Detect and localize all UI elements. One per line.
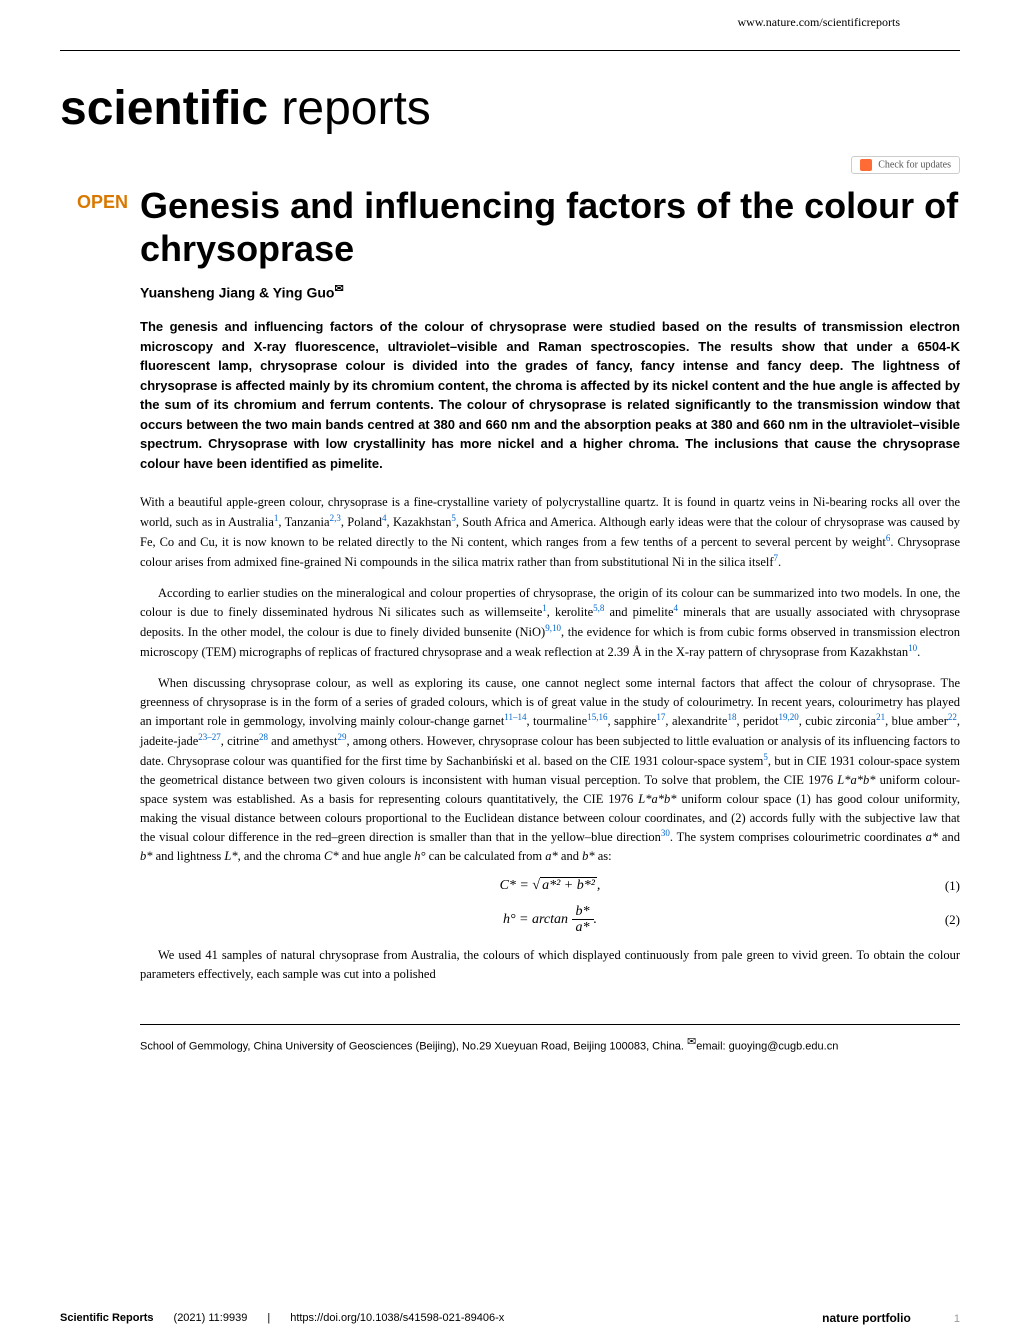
journal-name: scientific reports: [0, 51, 1020, 156]
header-url: www.nature.com/scientificreports: [60, 0, 960, 51]
C-var: C*: [324, 849, 339, 863]
eq1-lhs: C* =: [500, 878, 533, 893]
footer-right: nature portfolio 1: [822, 1311, 960, 1325]
p1b-text: , Tanzania: [278, 515, 329, 529]
eq1-number: (1): [945, 878, 960, 894]
eq2-number: (2): [945, 912, 960, 928]
p3v-text: as:: [595, 849, 612, 863]
p3c-text: , sapphire: [607, 715, 656, 729]
ref-58[interactable]: 5,8: [593, 603, 604, 613]
right-column: Genesis and influencing factors of the c…: [140, 184, 960, 1052]
affiliation: School of Gemmology, China University of…: [140, 1024, 960, 1053]
affiliation-text: School of Gemmology, China University of…: [140, 1040, 687, 1052]
paragraph-3: When discussing chrysoprase colour, as w…: [140, 674, 960, 866]
footer-left: Scientific Reports (2021) 11:9939 | http…: [60, 1312, 504, 1324]
publisher-name: nature portfolio: [822, 1311, 911, 1325]
p3t-text: can be calculated from: [426, 849, 546, 863]
page-number: 1: [954, 1313, 960, 1325]
equation-2: h° = arctan b*a*. (2): [140, 904, 960, 936]
p3f-text: , cubic zirconia: [799, 715, 876, 729]
p3q-text: and lightness: [153, 849, 225, 863]
ref-910[interactable]: 9,10: [545, 623, 561, 633]
paragraph-4: We used 41 samples of natural chrysopras…: [140, 946, 960, 984]
article-title: Genesis and influencing factors of the c…: [140, 184, 960, 270]
p3j-text: and amethyst: [268, 735, 338, 749]
ref-29[interactable]: 29: [338, 732, 347, 742]
p1c-text: , Poland: [341, 515, 382, 529]
email-address: guoying@cugb.edu.cn: [729, 1040, 839, 1052]
lab-var-1: L*a*b*: [837, 773, 875, 787]
equation-1: C* = √a*² + b*², (1): [140, 878, 960, 894]
footer-year-vol: (2021) 11:9939: [174, 1312, 248, 1324]
footer-doi[interactable]: https://doi.org/10.1038/s41598-021-89406…: [290, 1312, 504, 1324]
footer: Scientific Reports (2021) 11:9939 | http…: [0, 1311, 1020, 1325]
check-updates-label: Check for updates: [878, 159, 951, 170]
ref-2327[interactable]: 23–27: [198, 732, 221, 742]
p3p-text: and: [938, 831, 960, 845]
L-var: L*: [224, 849, 237, 863]
authors: Yuansheng Jiang & Ying Guo✉: [140, 282, 960, 301]
corresponding-mark: ✉: [334, 283, 343, 295]
ref-10[interactable]: 10: [908, 643, 917, 653]
email-label: email:: [696, 1040, 728, 1052]
ref-28[interactable]: 28: [259, 732, 268, 742]
p1g-text: .: [778, 555, 781, 569]
p3u-text: and: [558, 849, 582, 863]
ref-1114[interactable]: 11–14: [504, 712, 526, 722]
p3o-text: . The system comprises colourimetric coo…: [670, 831, 926, 845]
p3b-text: , tourmaline: [526, 715, 587, 729]
author-names: Yuansheng Jiang & Ying Guo: [140, 285, 334, 301]
paragraph-1: With a beautiful apple-green colour, chr…: [140, 493, 960, 571]
ref-21[interactable]: 21: [876, 712, 885, 722]
eq2-frac: b*a*: [572, 904, 594, 936]
abstract: The genesis and influencing factors of t…: [140, 317, 960, 473]
check-updates-icon: [860, 159, 872, 171]
p2b-text: , kerolite: [547, 605, 593, 619]
eq1-content: C* = √a*² + b*²,: [500, 878, 601, 894]
p3s-text: and hue angle: [339, 849, 415, 863]
p3r-text: , and the chroma: [238, 849, 324, 863]
check-updates-button[interactable]: Check for updates: [851, 156, 960, 174]
journal-light: reports: [268, 82, 431, 135]
ref-30[interactable]: 30: [661, 828, 670, 838]
p2f-text: .: [917, 645, 920, 659]
footer-separator: |: [267, 1312, 270, 1324]
eq2-end: .: [594, 912, 598, 927]
journal-bold: scientific: [60, 82, 268, 135]
eq2-top: b*: [572, 904, 594, 920]
b-var-2: b*: [582, 849, 595, 863]
ref-23[interactable]: 2,3: [330, 513, 341, 523]
eq2-lhs: h° = arctan: [503, 912, 572, 927]
left-column: OPEN: [60, 184, 140, 1052]
open-access-label: OPEN: [60, 184, 140, 213]
ref-22[interactable]: 22: [948, 712, 957, 722]
eq1-sqrt: a*² + b*²: [540, 877, 597, 893]
ref-1516[interactable]: 15,16: [587, 712, 607, 722]
p3d-text: , alexandrite: [665, 715, 727, 729]
p2c-text: and pimelite: [604, 605, 673, 619]
paragraph-2: According to earlier studies on the mine…: [140, 584, 960, 662]
p3i-text: , citrine: [221, 735, 259, 749]
h-var: h°: [414, 849, 425, 863]
eq2-bot: a*: [572, 920, 594, 935]
ref-1920[interactable]: 19,20: [778, 712, 798, 722]
a-var-2: a*: [545, 849, 558, 863]
eq1-end: ,: [597, 878, 601, 893]
lab-var-2: L*a*b*: [638, 792, 676, 806]
b-var: b*: [140, 849, 153, 863]
envelope-icon: ✉: [687, 1036, 696, 1048]
p1d-text: , Kazakhstan: [387, 515, 452, 529]
a-var: a*: [926, 831, 939, 845]
content-wrapper: OPEN Genesis and influencing factors of …: [0, 184, 1020, 1052]
p3e-text: , peridot: [736, 715, 778, 729]
footer-journal: Scientific Reports: [60, 1312, 154, 1324]
eq2-content: h° = arctan b*a*.: [503, 904, 597, 936]
p3g-text: , blue amber: [885, 715, 948, 729]
check-updates-container: Check for updates: [0, 156, 1020, 184]
